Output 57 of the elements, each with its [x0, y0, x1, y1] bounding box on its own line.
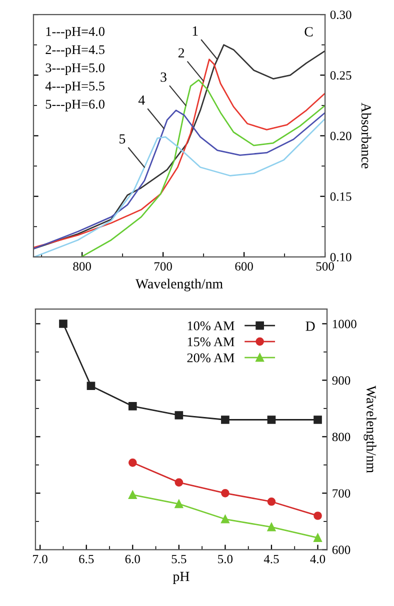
- annotation: D: [306, 322, 315, 331]
- point: [221, 416, 230, 424]
- y-tick-label: 800: [332, 432, 350, 442]
- point: [314, 416, 322, 424]
- y-tick-label: 600: [332, 546, 350, 554]
- y-tick-label: 1000: [332, 320, 356, 328]
- annotation: 4: [138, 96, 145, 105]
- annotation: 1---pH=4.0: [46, 27, 104, 39]
- point: [128, 402, 137, 410]
- x-tick-label: 700: [154, 262, 172, 271]
- x-tick-label: 500: [316, 262, 334, 271]
- x-tick-label: 7.0: [33, 554, 48, 564]
- point: [59, 320, 68, 328]
- annotation: 2---pH=4.5: [46, 45, 104, 57]
- annotation: 4---pH=5.5: [45, 82, 104, 94]
- annotation: 1: [192, 26, 198, 36]
- point: [267, 522, 276, 532]
- y-axis-title: Absorbance: [361, 102, 372, 168]
- legend-label: 15% AM: [188, 337, 234, 346]
- point: [314, 534, 322, 542]
- y-tick-label: 700: [332, 489, 350, 498]
- annotation: 5---pH=6.0: [46, 100, 104, 112]
- y-tick-label: 0.20: [330, 132, 352, 140]
- y-tick-label: 900: [332, 376, 350, 385]
- point: [174, 500, 184, 508]
- x-tick-label: 600: [235, 262, 253, 271]
- y-tick-label: 0.10: [330, 252, 352, 262]
- point: [128, 490, 137, 500]
- annotation: C: [304, 27, 313, 36]
- point: [314, 512, 322, 520]
- x-axis-title: Wavelength/nm: [135, 278, 223, 292]
- x-tick-label: 6.0: [125, 554, 140, 564]
- point: [86, 382, 96, 390]
- point: [267, 416, 276, 424]
- annotation: 3---pH=5.0: [46, 63, 104, 75]
- y-tick-label: 0.25: [330, 71, 352, 80]
- x-tick-label: 800: [73, 262, 91, 271]
- y-tick-label: 0.15: [330, 192, 352, 201]
- point: [221, 514, 230, 524]
- legend-label: 20% AM: [187, 353, 234, 362]
- point: [267, 497, 276, 506]
- x-axis-title: pH: [172, 572, 190, 584]
- point: [174, 478, 184, 487]
- x-tick-label: 4.5: [264, 554, 279, 564]
- point: [128, 458, 137, 467]
- annotation: 3: [160, 72, 166, 82]
- x-tick-label: 5.0: [218, 554, 233, 564]
- legend-label: 10% AM: [188, 321, 234, 330]
- x-tick-label: 5.5: [172, 554, 186, 564]
- annotation: 5: [120, 134, 126, 144]
- annotation: 2: [178, 48, 184, 58]
- point: [174, 411, 184, 420]
- y-axis-title: Wavelength/nm: [364, 386, 376, 473]
- x-tick-label: 4.0: [310, 554, 326, 564]
- y-tick-label: 0.30: [330, 10, 352, 20]
- x-tick-label: 6.5: [79, 554, 94, 564]
- point: [221, 489, 230, 498]
